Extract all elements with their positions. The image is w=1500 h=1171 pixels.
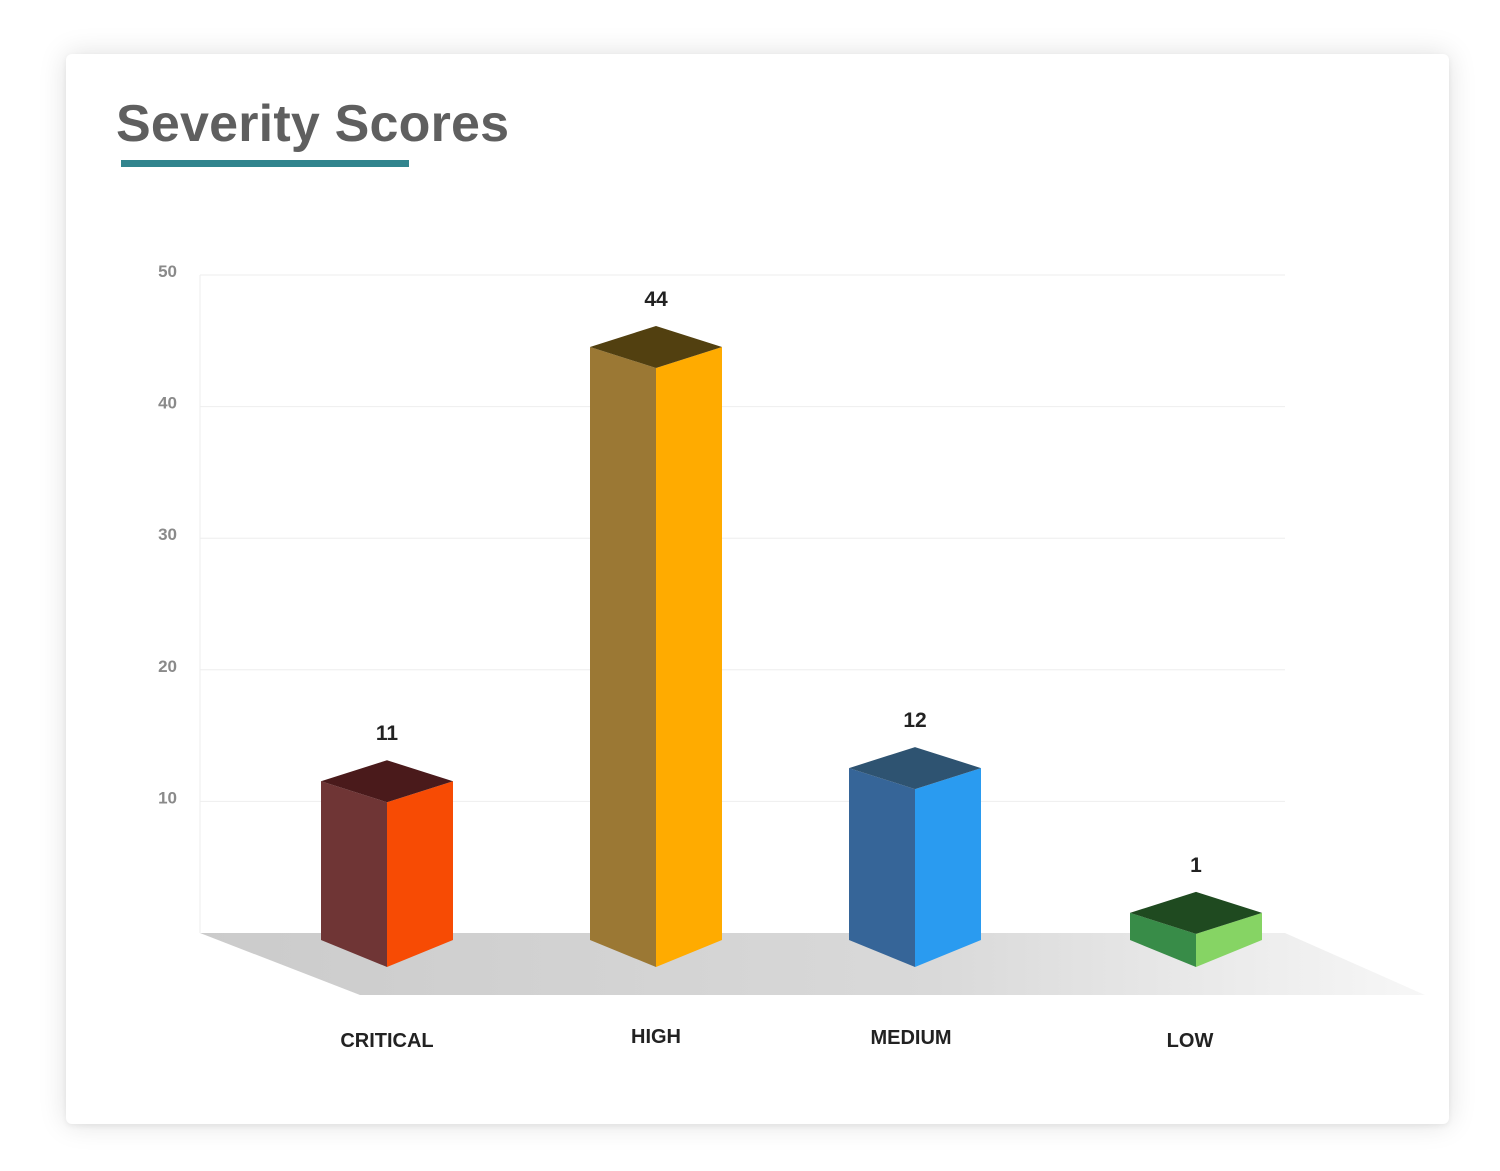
bar-side-face bbox=[1130, 912, 1196, 967]
bar-value-label: 44 bbox=[644, 288, 668, 311]
bar-value-label: 1 bbox=[1190, 854, 1202, 877]
y-tick-label: 10 bbox=[158, 788, 177, 807]
bar-top-face bbox=[321, 760, 453, 803]
y-tick-label: 20 bbox=[158, 657, 177, 676]
bar-top-face bbox=[1130, 891, 1262, 934]
bar-front-face bbox=[656, 346, 722, 968]
title-underline bbox=[121, 160, 409, 167]
bar-high bbox=[590, 325, 722, 968]
bar-side-face bbox=[321, 781, 387, 967]
bar-critical bbox=[321, 760, 453, 967]
x-category-label: MEDIUM bbox=[870, 1027, 951, 1049]
x-category-label: HIGH bbox=[631, 1026, 681, 1048]
y-tick-label: 30 bbox=[158, 525, 177, 544]
bar-side-face bbox=[590, 346, 656, 968]
bar-front-face bbox=[1196, 912, 1262, 967]
y-tick-label: 50 bbox=[158, 262, 177, 281]
x-category-label: LOW bbox=[1167, 1030, 1214, 1052]
x-category-label: CRITICAL bbox=[340, 1030, 433, 1052]
bar-side-face bbox=[849, 768, 915, 967]
bar-low bbox=[1130, 891, 1262, 967]
bar-value-label: 11 bbox=[376, 722, 399, 745]
y-tick-label: 40 bbox=[158, 394, 177, 413]
page-title: Severity Scores bbox=[116, 95, 510, 153]
bar-front-face bbox=[387, 781, 453, 967]
bar-top-face bbox=[590, 325, 722, 368]
chart-floor bbox=[200, 933, 1425, 995]
bar-medium bbox=[849, 747, 981, 967]
bar-front-face bbox=[915, 768, 981, 967]
bar-top-face bbox=[849, 747, 981, 790]
bar-value-label: 12 bbox=[903, 709, 926, 732]
